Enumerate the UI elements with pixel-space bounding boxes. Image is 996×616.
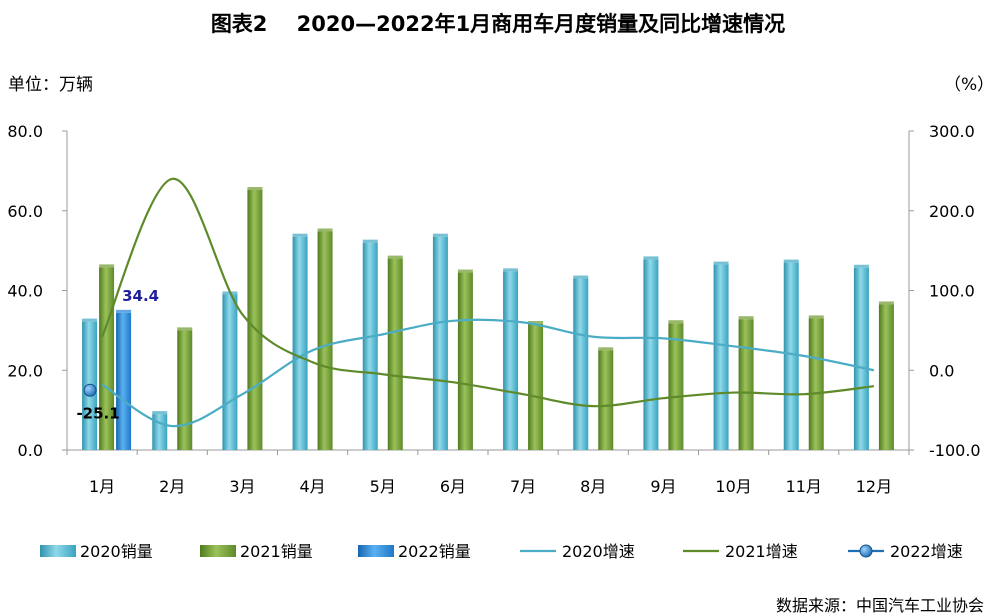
right-axis-tick-label: 200.0 xyxy=(929,202,975,221)
bar-2021销量-5月 xyxy=(387,258,403,450)
data-labels: 34.4 -25.1 xyxy=(76,287,159,422)
bar-2021销量-6月 xyxy=(457,272,473,450)
bar-2021销量-9月 xyxy=(668,323,684,450)
data-source: 数据来源：中国汽车工业协会 xyxy=(775,596,984,615)
left-axis-tick-label: 80.0 xyxy=(7,122,43,141)
bar-cap xyxy=(177,327,193,331)
x-axis-tick-label: 8月 xyxy=(580,477,606,496)
x-axis-tick-label: 4月 xyxy=(299,477,325,496)
bar-2020销量-9月 xyxy=(643,259,659,450)
legend: 2020销量 2021销量 2022销量 2020增速 2021增速 2022增速 xyxy=(40,542,963,561)
chart-title: 图表2 2020—2022年1月商用车月度销量及同比增速情况 xyxy=(210,12,786,36)
bar-cap xyxy=(432,233,448,237)
bar-cap xyxy=(99,264,115,268)
legend-label-2022增速: 2022增速 xyxy=(890,542,963,561)
bar-2021销量-10月 xyxy=(738,319,754,450)
bar-2021销量-2月 xyxy=(177,330,193,450)
bar-2020销量-10月 xyxy=(713,264,729,450)
bar-2021销量-11月 xyxy=(808,318,824,450)
series-lines xyxy=(83,177,875,428)
bar-2020销量-11月 xyxy=(783,262,799,450)
bar-2020销量-12月 xyxy=(853,267,869,450)
bar-cap xyxy=(643,256,659,260)
legend-swatch-dot-2022增速 xyxy=(859,544,873,558)
bar-cap xyxy=(713,261,729,265)
legend-label-2021销量: 2021销量 xyxy=(240,542,313,561)
bar-2021销量-4月 xyxy=(317,231,333,450)
bar-2020销量-7月 xyxy=(503,271,519,450)
legend-label-2020增速: 2020增速 xyxy=(562,542,635,561)
left-axis-tick-label: 60.0 xyxy=(7,202,43,221)
bar-cap xyxy=(116,309,132,313)
x-axis-tick-label: 10月 xyxy=(715,477,751,496)
bar-cap xyxy=(528,320,544,324)
x-axis-tick-label: 3月 xyxy=(229,477,255,496)
bar-cap xyxy=(457,269,473,273)
bar-2020销量-2月 xyxy=(152,414,168,450)
bar-2021销量-7月 xyxy=(528,323,544,450)
bar-2020销量-3月 xyxy=(222,294,238,450)
bar-cap xyxy=(598,347,614,351)
data-label-2022增速: -25.1 xyxy=(76,404,119,422)
legend-label-2021增速: 2021增速 xyxy=(725,542,798,561)
bar-cap xyxy=(573,275,589,279)
x-axis-tick-label: 2月 xyxy=(159,477,185,496)
x-axis-tick-label: 1月 xyxy=(89,477,115,496)
point-2022增速 xyxy=(83,383,97,397)
x-axis-tick-label: 11月 xyxy=(786,477,822,496)
x-axis-tick-label: 9月 xyxy=(650,477,676,496)
bar-cap xyxy=(783,259,799,263)
bar-2020销量-6月 xyxy=(432,236,448,450)
left-axis-tick-label: 0.0 xyxy=(18,441,43,460)
bar-2021销量-3月 xyxy=(247,190,263,450)
left-axis-unit: 单位：万辆 xyxy=(8,75,93,95)
data-label-2022销量: 34.4 xyxy=(122,287,159,305)
bar-cap xyxy=(247,187,263,191)
legend-swatch-2020销量 xyxy=(40,545,76,557)
bar-2022销量-1月 xyxy=(116,312,132,450)
x-axis-tick-label: 12月 xyxy=(856,477,892,496)
bar-2020销量-4月 xyxy=(292,236,308,450)
right-axis-tick-label: 300.0 xyxy=(929,122,975,141)
bar-cap xyxy=(878,301,894,305)
left-axis-tick-label: 40.0 xyxy=(7,282,43,301)
right-axis-tick-label: 100.0 xyxy=(929,282,975,301)
bar-cap xyxy=(387,255,403,259)
x-axis-tick-label: 6月 xyxy=(440,477,466,496)
bar-cap xyxy=(362,239,378,243)
x-axis-tick-label: 5月 xyxy=(370,477,396,496)
bar-cap xyxy=(82,318,98,322)
left-axis-tick-label: 20.0 xyxy=(7,361,43,380)
legend-swatch-2022销量 xyxy=(358,545,394,557)
legend-label-2020销量: 2020销量 xyxy=(80,542,153,561)
bar-cap xyxy=(292,233,308,237)
legend-swatch-2021销量 xyxy=(200,545,236,557)
right-axis-tick-label: -100.0 xyxy=(929,441,981,460)
bar-2020销量-5月 xyxy=(362,242,378,450)
x-axis-tick-label: 7月 xyxy=(510,477,536,496)
legend-label-2022销量: 2022销量 xyxy=(398,542,471,561)
line-2020增速 xyxy=(101,318,875,428)
bar-cap xyxy=(738,316,754,320)
axes: 0.0 20.0 40.0 60.0 80.0 -100.0 0.0 100.0 200.0 30… xyxy=(7,122,980,496)
bar-2021销量-1月 xyxy=(99,267,115,450)
bar-cap xyxy=(853,264,869,268)
bar-cap xyxy=(317,228,333,232)
bar-2021销量-8月 xyxy=(598,350,614,450)
bar-2020销量-8月 xyxy=(573,278,589,450)
bar-cap xyxy=(668,320,684,324)
bar-cap xyxy=(152,411,168,415)
bar-cap xyxy=(503,268,519,272)
line-2021增速 xyxy=(101,177,875,408)
right-axis-tick-label: 0.0 xyxy=(929,361,954,380)
bar-2021销量-12月 xyxy=(878,304,894,450)
bar-cap xyxy=(808,315,824,319)
right-axis-unit: （%） xyxy=(944,75,995,95)
